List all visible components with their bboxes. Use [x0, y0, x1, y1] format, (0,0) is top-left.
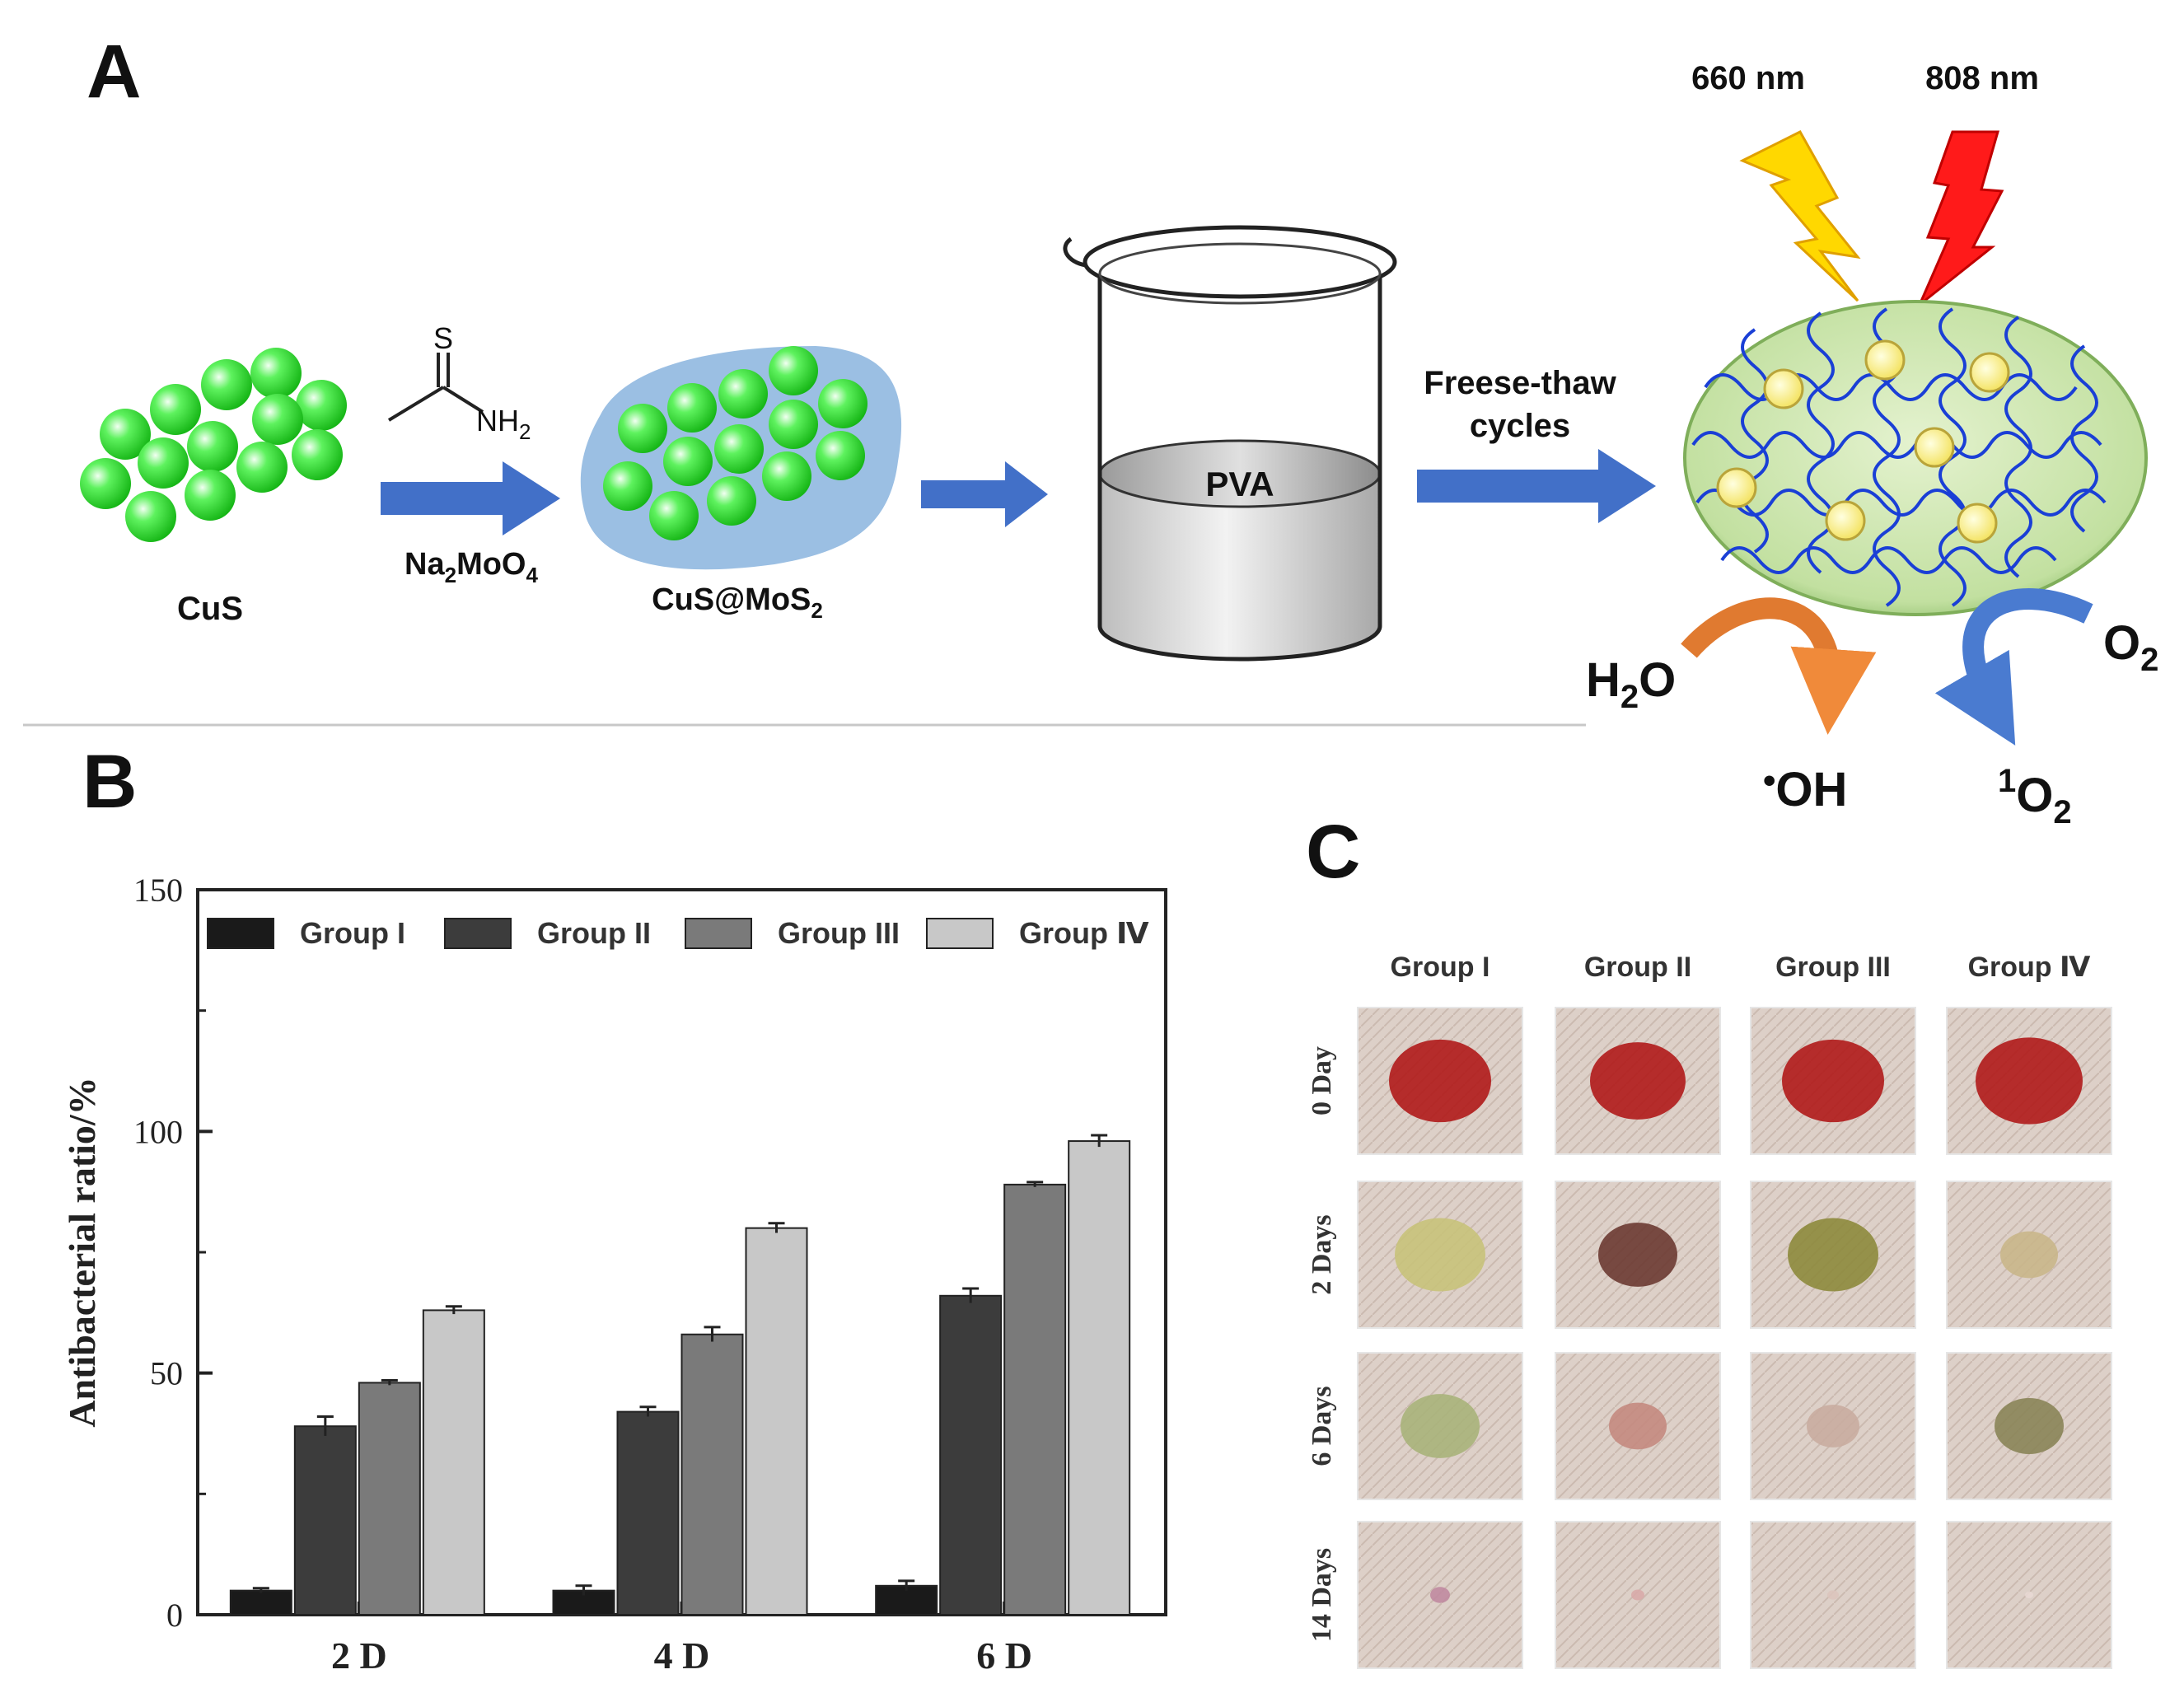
- row-label-1: 2 Days: [1307, 1214, 1337, 1294]
- bar-1-2: [939, 1294, 1003, 1616]
- singlet-oxygen-label: 1O2: [1998, 763, 2072, 830]
- bar-3-1: [745, 1227, 808, 1616]
- cus-label: CuS: [177, 591, 243, 627]
- column-header-3: Group Ⅳ: [1968, 952, 2091, 983]
- column-header-2: Group III: [1775, 952, 1891, 983]
- freeze-thaw-label-1: Freese-thaw: [1424, 365, 1616, 401]
- legend-label-2: Group III: [778, 916, 900, 950]
- y-tick-label-100: 100: [133, 1113, 183, 1150]
- hydrogel: [1683, 300, 2148, 616]
- x-tick-label-1: 4 D: [654, 1635, 710, 1677]
- column-header-1: Group II: [1584, 952, 1691, 983]
- wound-area-2-1: [1609, 1402, 1667, 1450]
- wound-area-1-2: [1788, 1218, 1878, 1292]
- antibacterial-chart: 0 50 100 150 Antibacterial ratio/% 2 D 4 D 6 D G…: [61, 872, 1167, 1677]
- wound-area-3-3: [2025, 1591, 2033, 1599]
- row-label-3: 14 Days: [1307, 1548, 1337, 1642]
- wound-area-3-2: [1827, 1590, 1839, 1600]
- legend-label-0: Group I: [300, 916, 405, 950]
- wound-area-2-3: [1995, 1398, 2064, 1454]
- wound-area-0-1: [1590, 1042, 1686, 1120]
- h2o-to-oh-arrow: [1681, 597, 1877, 735]
- column-header-0: Group I: [1391, 952, 1490, 983]
- na2moo4-label: Na2MoO4: [405, 547, 538, 587]
- panel-b-label: B: [82, 740, 137, 824]
- panel-b: B 0 50 100 150 Antibacterial ratio/% 2 D 4 D 6 …: [61, 740, 1167, 1677]
- oh-radical-label: •OH: [1763, 760, 1847, 816]
- row-label-0: 0 Day: [1307, 1046, 1337, 1115]
- bar-1-0: [293, 1425, 357, 1616]
- cus-mos2-label: CuS@MoS2: [652, 582, 823, 623]
- arrow-1: [381, 461, 560, 535]
- freeze-thaw-label-2: cycles: [1470, 408, 1570, 444]
- bar-2-0: [358, 1382, 421, 1616]
- nh2-label: NH2: [476, 404, 531, 444]
- light-808-label: 808 nm: [1925, 60, 2039, 96]
- lightning-808-icon: [1918, 130, 2004, 306]
- bar-0-0: [229, 1589, 292, 1616]
- legend-label-1: Group II: [537, 916, 651, 950]
- row-label-2: 6 Days: [1307, 1386, 1337, 1466]
- o2-label: O2: [2103, 616, 2158, 678]
- panel-c-label: C: [1306, 810, 1360, 894]
- wound-area-0-0: [1389, 1039, 1491, 1123]
- y-tick-label-0: 0: [166, 1597, 183, 1634]
- wound-area-2-2: [1807, 1405, 1859, 1447]
- lightning-660-icon: [1739, 130, 1861, 302]
- wound-area-1-1: [1598, 1223, 1677, 1287]
- bar-3-2: [1068, 1140, 1131, 1616]
- h2o-label: H2O: [1586, 653, 1676, 715]
- panel-a: A CuS S NH2 Na2MoO4: [80, 30, 2158, 830]
- bar-2-2: [1003, 1183, 1067, 1616]
- thioacetamide-structure: [387, 353, 484, 422]
- cus-nanoparticles: [80, 348, 347, 542]
- legend-swatch-2: [685, 918, 752, 949]
- bar-2-1: [680, 1333, 744, 1616]
- bar-0-2: [875, 1584, 938, 1616]
- legend-label-3: Group Ⅳ: [1019, 916, 1149, 950]
- legend-swatch-0: [207, 918, 274, 949]
- o2-to-singlet-arrow: [1934, 588, 2093, 746]
- panel-a-label: A: [87, 30, 141, 114]
- y-axis-label: Antibacterial ratio/%: [61, 1077, 103, 1427]
- light-660-label: 660 nm: [1691, 60, 1805, 96]
- legend-swatch-3: [926, 918, 994, 949]
- bar-3-0: [422, 1309, 485, 1616]
- arrow-3: [1417, 449, 1656, 523]
- x-tick-label-2: 6 D: [976, 1635, 1032, 1677]
- bar-1-1: [616, 1410, 680, 1616]
- wound-area-0-3: [1976, 1037, 2083, 1125]
- wound-photo-3-2: [1750, 1521, 1916, 1669]
- arrow-2: [921, 461, 1048, 527]
- wound-photo-0-2: [1750, 1007, 1916, 1155]
- pva-beaker: [1063, 225, 1397, 662]
- legend-swatch-1: [444, 918, 512, 949]
- cus-mos2-particle: [580, 346, 902, 570]
- wound-area-0-2: [1782, 1039, 1884, 1123]
- y-tick-label-150: 150: [133, 872, 183, 909]
- x-tick-label-0: 2 D: [331, 1635, 387, 1677]
- wound-area-2-0: [1401, 1394, 1480, 1458]
- y-tick-label-50: 50: [150, 1355, 183, 1392]
- pva-label: PVA: [1205, 465, 1274, 503]
- panel-c: C Group I Group II Group III Group Ⅳ 0 Day 2 …: [1306, 810, 2112, 1669]
- wound-area-3-1: [1631, 1589, 1644, 1601]
- sulfur-label: S: [433, 321, 453, 355]
- wound-area-1-3: [2000, 1231, 2058, 1279]
- wound-area-3-0: [1430, 1587, 1450, 1603]
- wound-photo-grid: Group I Group II Group III Group Ⅳ 0 Day 2 Da…: [1307, 952, 2112, 1669]
- wound-area-1-0: [1395, 1218, 1485, 1292]
